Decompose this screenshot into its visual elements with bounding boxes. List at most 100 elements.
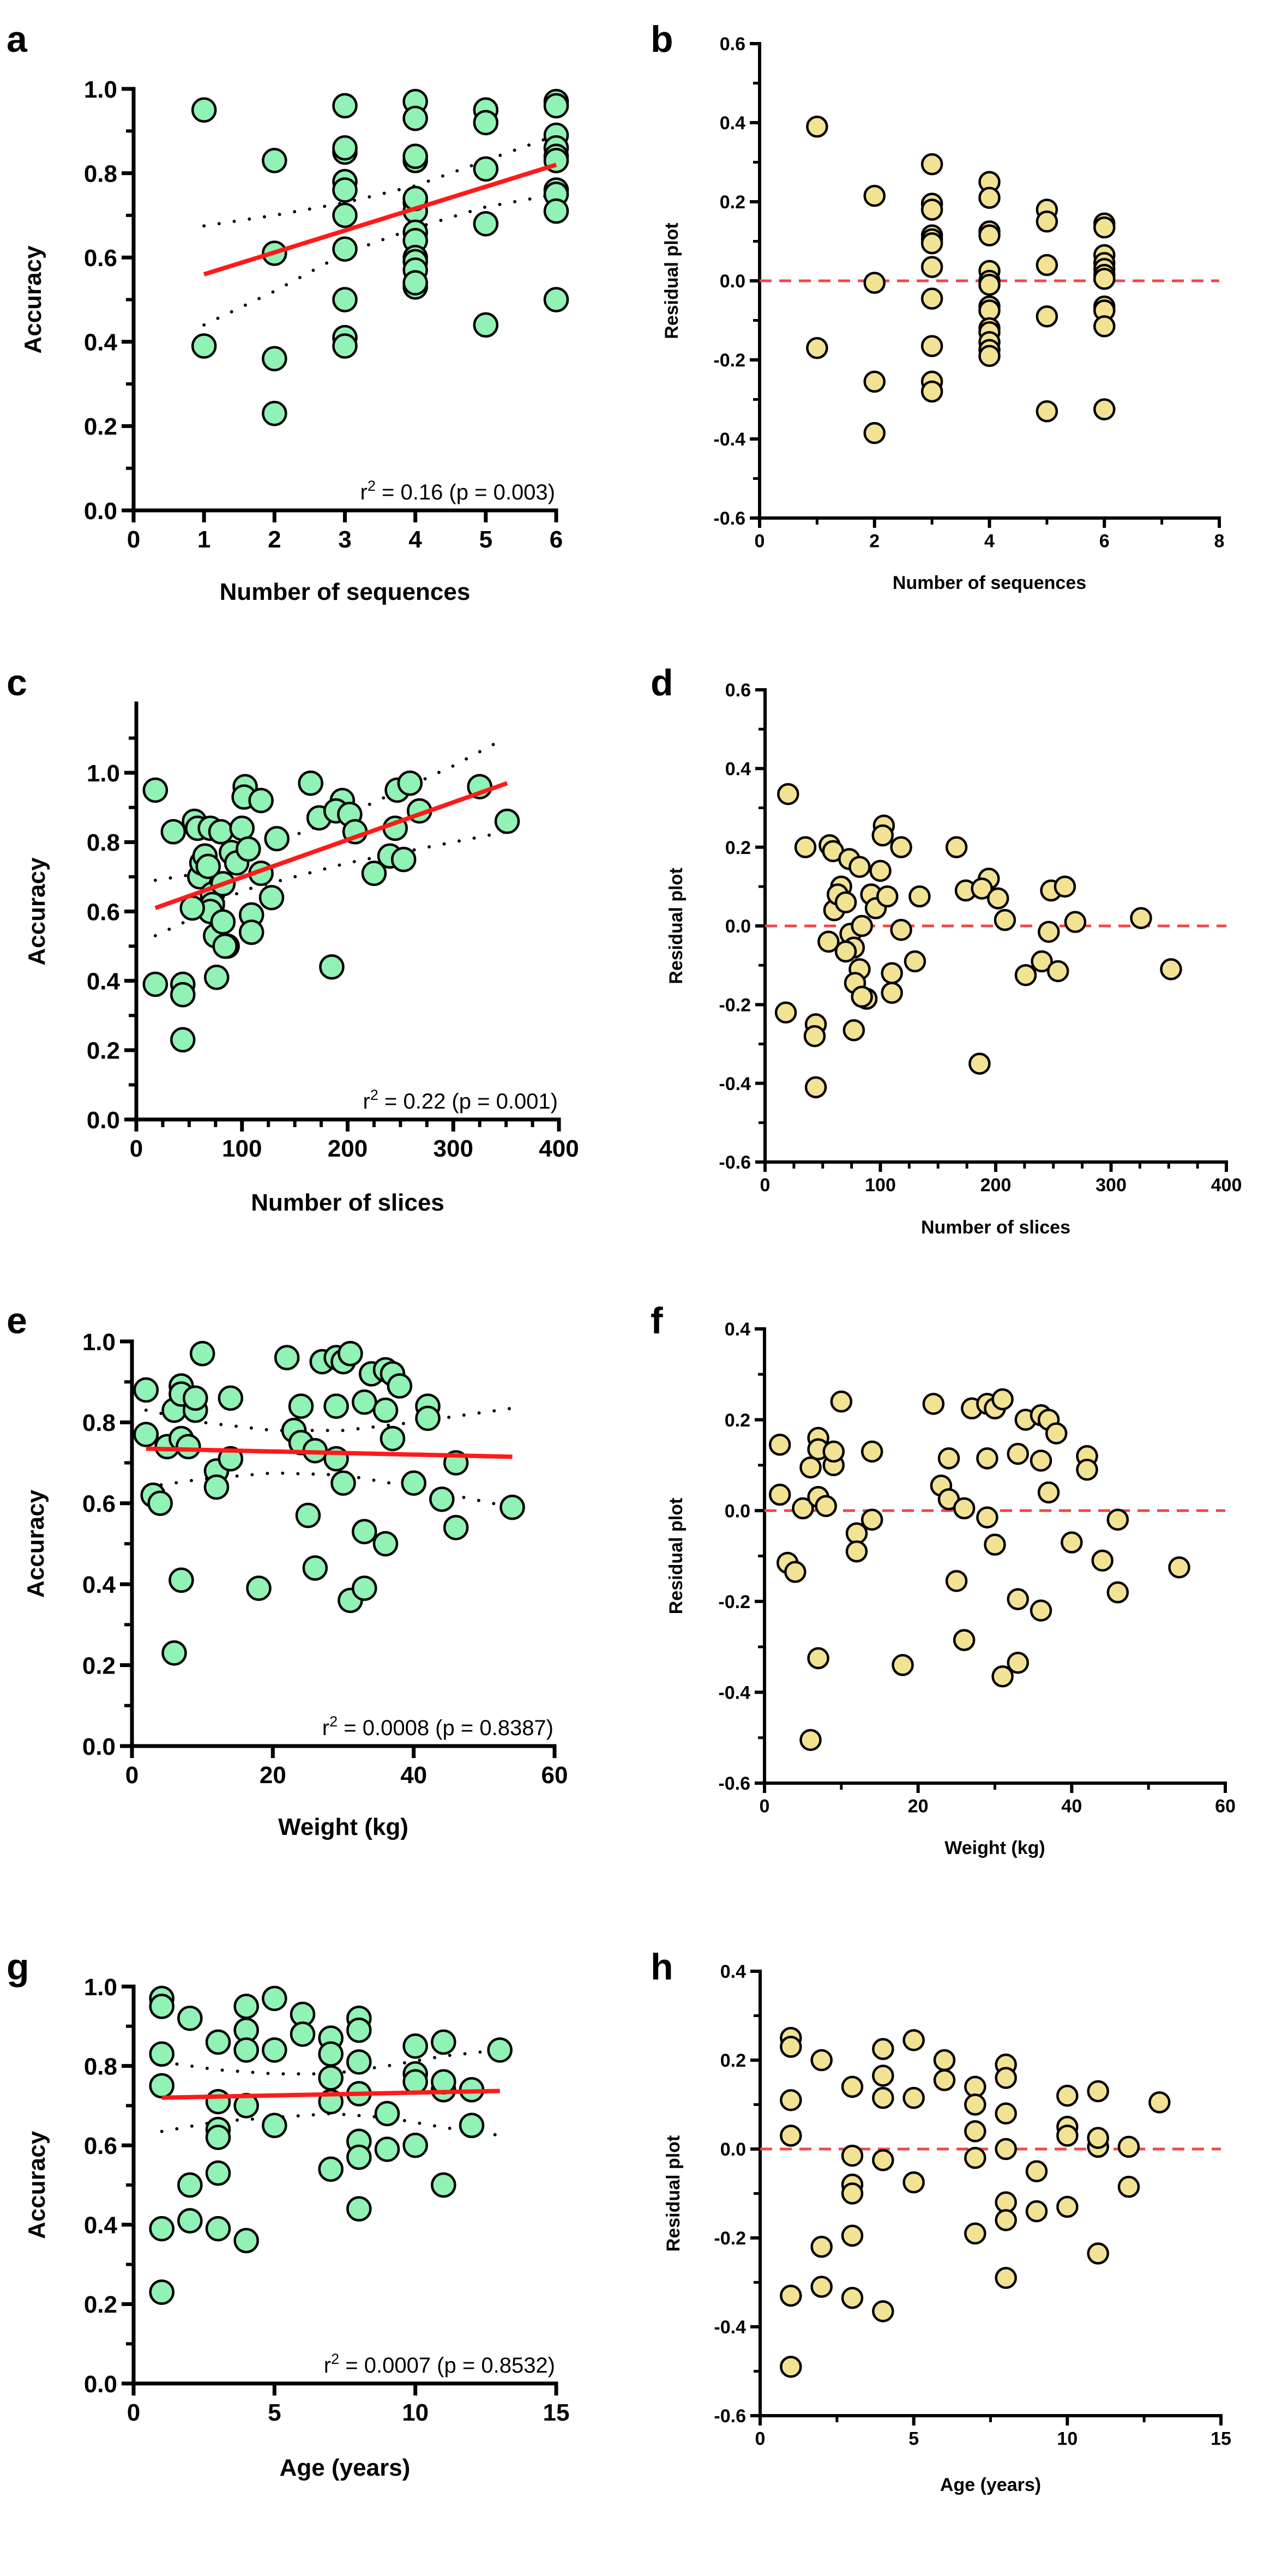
data-point (323, 1393, 349, 1419)
data-point (902, 2029, 925, 2051)
data-point (176, 1434, 201, 1460)
data-point (848, 856, 871, 878)
y-tick-label: -0.4 (714, 2317, 746, 2338)
data-point (1106, 1508, 1129, 1531)
data-point (332, 287, 358, 312)
data-point (841, 2224, 864, 2247)
data-point (964, 2093, 986, 2116)
data-point (834, 940, 857, 963)
panel-f: f -0.6 -0.4 -0.2 0.0 0.2 0.4 0 20 40 60 Weight (kg)… (644, 1254, 1288, 1898)
x-tick-label: 5 (268, 2399, 281, 2426)
x-tick-label: 300 (1096, 1175, 1127, 1196)
x-tick-label: 2 (268, 526, 281, 553)
data-point (933, 2049, 956, 2072)
data-point (890, 918, 912, 941)
data-point (352, 1575, 377, 1601)
y-tick-label: 0.4 (87, 968, 121, 995)
confidence-band-lower (144, 1471, 514, 1509)
data-point (429, 1486, 455, 1512)
data-point (1093, 216, 1116, 239)
data-point (1056, 2084, 1079, 2107)
data-point (330, 1470, 356, 1496)
data-point (1038, 920, 1060, 943)
r-squared-annotation: r2 = 0.0007 (p = 0.8532) (324, 2351, 555, 2378)
y-tick-label: 0.6 (84, 245, 117, 272)
data-point (473, 312, 499, 338)
data-point (810, 2236, 833, 2258)
data-point (431, 2172, 456, 2198)
panel-letter-e: e (7, 1300, 27, 1341)
data-point (804, 1076, 827, 1099)
data-point (177, 2005, 203, 2031)
data-point (401, 1470, 426, 1496)
y-tick-label: 0.4 (84, 329, 118, 356)
data-point (1014, 964, 1037, 986)
x-tick-label: 4 (984, 531, 995, 552)
data-point (183, 1385, 208, 1411)
data-point (298, 770, 323, 796)
y-tick-label: 0.0 (87, 1107, 120, 1134)
data-point (1056, 2124, 1079, 2147)
data-point (402, 270, 428, 296)
y-axis-title: Residual plot (661, 222, 682, 339)
data-point (543, 93, 569, 119)
data-point (229, 815, 255, 841)
data-point (262, 1985, 287, 2012)
y-axis-title: Accuracy (23, 857, 50, 966)
r-squared-annotation: r2 = 0.22 (p = 0.001) (363, 1087, 558, 1114)
data-point (780, 2356, 802, 2378)
data-point (953, 1497, 976, 1520)
panel-g: g 0.0 0.2 0.4 0.6 0.8 1.0 0 5 10 15 Age (years) Accu… (0, 1909, 644, 2553)
data-point (810, 2049, 833, 2072)
x-tick-label: 40 (1061, 1796, 1082, 1817)
data-point (387, 1373, 413, 1399)
data-point (233, 2228, 259, 2254)
x-tick-label: 15 (543, 2399, 570, 2426)
data-point (851, 985, 873, 1008)
data-point (945, 1570, 968, 1592)
x-tick-label: 5 (479, 526, 492, 553)
data-point (1036, 400, 1058, 423)
data-point (876, 885, 899, 908)
data-point (1087, 2080, 1109, 2103)
data-point (902, 2171, 925, 2194)
data-point (1030, 1449, 1052, 1472)
data-point (922, 1393, 945, 1415)
x-tick-label: 40 (400, 1762, 427, 1789)
data-point (361, 860, 387, 886)
x-tick-label: 200 (328, 1135, 368, 1162)
data-point (338, 1341, 363, 1367)
y-tick-label: -0.2 (718, 1592, 750, 1612)
data-point (860, 1440, 883, 1463)
data-point (1056, 2195, 1079, 2218)
data-point (402, 2069, 428, 2094)
data-point (1130, 907, 1152, 929)
data-point (191, 333, 217, 359)
data-point (834, 891, 857, 913)
x-tick-label: 0 (125, 1762, 139, 1789)
x-tick-label: 0 (127, 526, 140, 553)
x-tick-label: 0 (760, 1796, 770, 1817)
data-point (149, 2216, 174, 2242)
y-tick-label: 0.8 (84, 2053, 117, 2080)
data-point (402, 105, 428, 131)
y-tick-label: -0.6 (719, 1152, 751, 1173)
data-point (995, 2138, 1017, 2160)
panel-h: h -0.6 -0.4 -0.2 0.0 0.2 0.4 0 5 10 15 Age (years) R… (644, 1909, 1288, 2553)
data-point (133, 1377, 159, 1403)
x-tick-label: 10 (1057, 2429, 1078, 2449)
data-point (1031, 950, 1053, 973)
y-tick-label: -0.6 (713, 508, 745, 529)
regression-line (161, 2089, 500, 2100)
data-point (780, 2284, 802, 2307)
data-point (920, 335, 943, 357)
y-tick-label: 0.4 (720, 113, 745, 134)
data-point (218, 1385, 244, 1411)
y-tick-label: 0.0 (720, 271, 745, 292)
data-point (892, 1654, 914, 1676)
data-point (953, 1629, 976, 1651)
x-tick-label: 1 (197, 526, 210, 553)
data-point (402, 2033, 428, 2059)
data-point (920, 380, 943, 403)
data-point (264, 826, 290, 852)
